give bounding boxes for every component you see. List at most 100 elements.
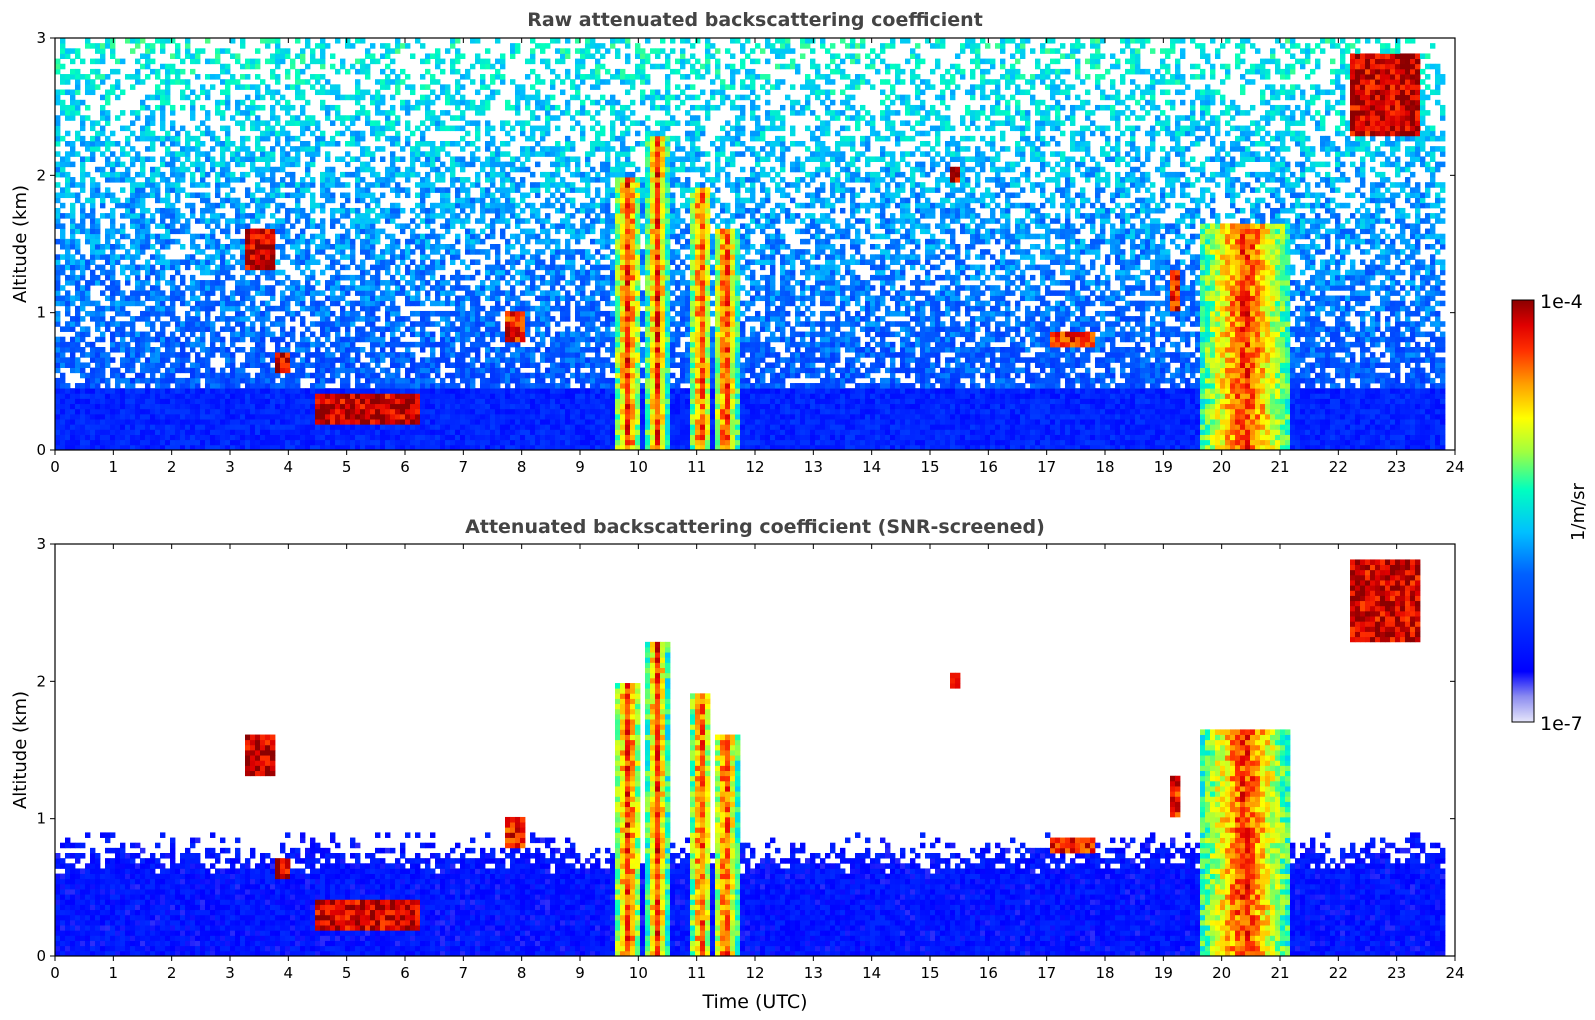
- heatmap-cell: [60, 285, 65, 291]
- heatmap-cell: [255, 218, 260, 224]
- heatmap-cell: [390, 383, 395, 389]
- heatmap-cell: [65, 172, 70, 178]
- heatmap-cell: [455, 275, 460, 281]
- heatmap-cell: [445, 223, 450, 229]
- heatmap-cell: [455, 156, 460, 162]
- heatmap-cell: [135, 332, 140, 338]
- heatmap-cell: [370, 208, 375, 214]
- heatmap-cell: [135, 69, 140, 75]
- heatmap-cell: [210, 259, 215, 265]
- heatmap-cell: [150, 429, 155, 435]
- heatmap-cell: [145, 399, 150, 405]
- heatmap-cell: [85, 373, 90, 379]
- heatmap-cell: [335, 105, 340, 111]
- heatmap-cell: [135, 275, 140, 281]
- heatmap-cell: [390, 342, 395, 348]
- heatmap-cell: [450, 342, 455, 348]
- heatmap-cell: [200, 404, 205, 410]
- heatmap-cell: [405, 409, 410, 415]
- heatmap-cell: [515, 383, 520, 389]
- heatmap-cell: [220, 280, 225, 286]
- heatmap-cell: [370, 285, 375, 291]
- heatmap-cell: [235, 84, 240, 90]
- heatmap-cell: [155, 187, 160, 193]
- heatmap-cell: [175, 388, 180, 394]
- heatmap-cell: [95, 404, 100, 410]
- heatmap-cell: [520, 126, 525, 132]
- heatmap-cell: [360, 167, 365, 173]
- heatmap-cell: [185, 136, 190, 142]
- heatmap-cell: [465, 424, 470, 430]
- heatmap-cell: [520, 275, 525, 281]
- heatmap-cell: [110, 347, 115, 353]
- heatmap-cell: [510, 419, 515, 425]
- heatmap-cell: [160, 126, 165, 132]
- heatmap-cell: [160, 239, 165, 245]
- heatmap-cell: [215, 383, 220, 389]
- heatmap-cell: [70, 429, 75, 435]
- heatmap-cell: [100, 141, 105, 147]
- heatmap-cell: [520, 280, 525, 286]
- heatmap-cell: [505, 301, 510, 307]
- heatmap-cell: [370, 290, 375, 296]
- heatmap-cell: [435, 290, 440, 296]
- heatmap-cell: [55, 280, 60, 286]
- heatmap-cell: [150, 311, 155, 317]
- heatmap-cell: [440, 409, 445, 415]
- heatmap-cell: [335, 280, 340, 286]
- heatmap-cell: [345, 316, 350, 322]
- heatmap-cell: [170, 53, 175, 59]
- heatmap-cell: [510, 357, 515, 363]
- heatmap-cell: [195, 321, 200, 327]
- heatmap-cell: [320, 440, 325, 446]
- heatmap-cell: [215, 177, 220, 183]
- heatmap-cell: [60, 187, 65, 193]
- heatmap-cell: [185, 285, 190, 291]
- heatmap-cell: [170, 290, 175, 296]
- heatmap-cell: [300, 357, 305, 363]
- heatmap-cell: [490, 177, 495, 183]
- heatmap-cell: [80, 223, 85, 229]
- heatmap-cell: [250, 249, 255, 255]
- heatmap-cell: [250, 234, 255, 240]
- heatmap-cell: [270, 409, 275, 415]
- heatmap-cell: [360, 187, 365, 193]
- heatmap-cell: [375, 120, 380, 126]
- heatmap-cell: [315, 378, 320, 384]
- heatmap-cell: [260, 404, 265, 410]
- heatmap-cell: [135, 393, 140, 399]
- heatmap-cell: [185, 388, 190, 394]
- heatmap-cell: [470, 409, 475, 415]
- heatmap-cell: [230, 337, 235, 343]
- heatmap-cell: [240, 290, 245, 296]
- heatmap-cell: [320, 388, 325, 394]
- heatmap-cell: [285, 69, 290, 75]
- heatmap-cell: [400, 316, 405, 322]
- heatmap-cell: [320, 306, 325, 312]
- heatmap-cell: [345, 332, 350, 338]
- heatmap-cell: [280, 244, 285, 250]
- heatmap-cell: [165, 90, 170, 96]
- heatmap-cell: [370, 301, 375, 307]
- heatmap-cell: [170, 265, 175, 271]
- heatmap-cell: [305, 290, 310, 296]
- heatmap-cell: [385, 368, 390, 374]
- heatmap-cell: [525, 234, 530, 240]
- heatmap-cell: [500, 208, 505, 214]
- heatmap-cell: [455, 311, 460, 317]
- heatmap-cell: [65, 424, 70, 430]
- heatmap-cell: [405, 141, 410, 147]
- heatmap-cell: [145, 177, 150, 183]
- heatmap-cell: [230, 74, 235, 80]
- heatmap-cell: [520, 352, 525, 358]
- heatmap-cell: [400, 259, 405, 265]
- heatmap-cell: [190, 193, 195, 199]
- heatmap-cell: [120, 435, 125, 441]
- heatmap-cell: [350, 218, 355, 224]
- heatmap-cell: [485, 388, 490, 394]
- heatmap-cell: [160, 259, 165, 265]
- heatmap-cell: [270, 321, 275, 327]
- heatmap-cell: [300, 440, 305, 446]
- heatmap-cell: [140, 126, 145, 132]
- heatmap-cell: [365, 373, 370, 379]
